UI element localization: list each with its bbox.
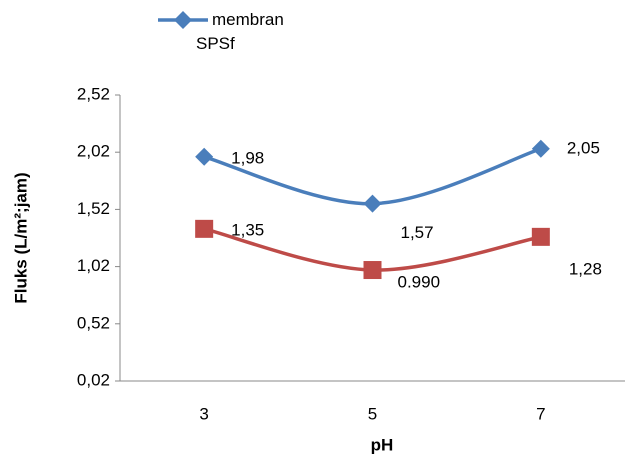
y-tick-label: 1,02 bbox=[77, 256, 110, 275]
data-label: 1,57 bbox=[401, 223, 434, 242]
data-label: 0.990 bbox=[398, 273, 441, 292]
legend-label: membran SPSf bbox=[196, 10, 284, 53]
marker bbox=[195, 219, 214, 238]
y-tick-label: 1,52 bbox=[77, 199, 110, 218]
marker bbox=[363, 261, 382, 280]
y-axis-label: Fluks (L/m²;jam) bbox=[11, 172, 30, 303]
y-tick-label: 0,52 bbox=[77, 313, 110, 332]
data-label: 1,28 bbox=[569, 259, 602, 278]
data-label: 1,35 bbox=[231, 220, 264, 239]
data-label: 1,98 bbox=[231, 148, 264, 167]
x-axis-label: pH bbox=[371, 435, 394, 454]
marker bbox=[531, 139, 550, 158]
marker bbox=[531, 227, 550, 246]
marker bbox=[195, 147, 214, 166]
data-label: 2,05 bbox=[567, 138, 600, 157]
y-tick-label: 2,52 bbox=[77, 84, 110, 103]
marker bbox=[174, 11, 192, 29]
x-tick-label: 3 bbox=[199, 404, 208, 423]
marker bbox=[363, 194, 382, 213]
y-tick-label: 2,02 bbox=[77, 142, 110, 161]
x-tick-label: 7 bbox=[536, 404, 545, 423]
x-tick-label: 5 bbox=[368, 404, 377, 423]
y-tick-label: 0,02 bbox=[77, 370, 110, 389]
